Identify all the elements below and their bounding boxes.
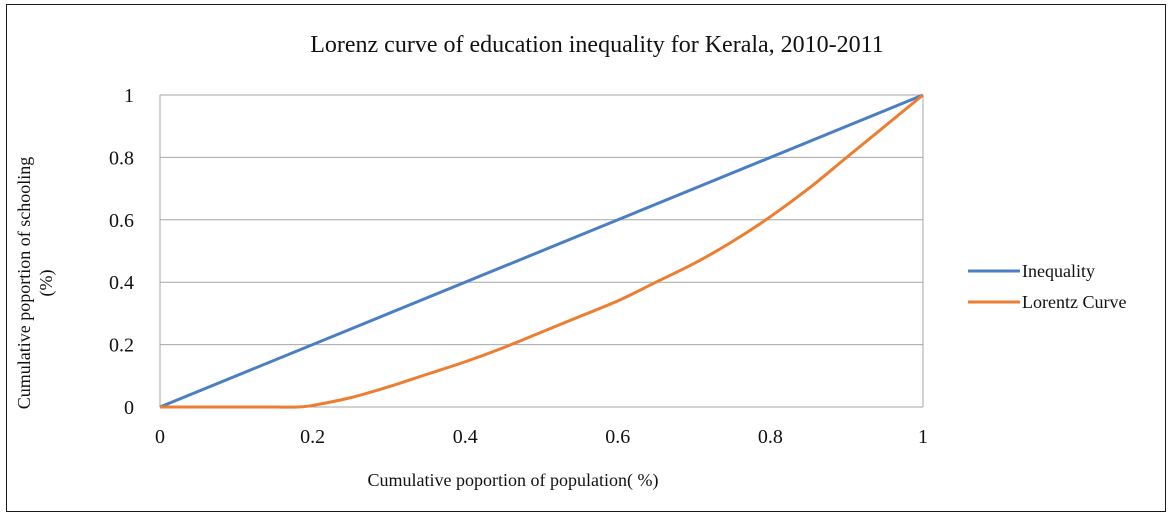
legend-label: Lorentz Curve (1022, 292, 1126, 312)
legend: Inequality Lorentz Curve (968, 261, 1126, 312)
y-tick-label: 0.2 (109, 335, 134, 357)
series-lines (159, 93, 924, 409)
y-axis-label-unit: (%) (36, 270, 57, 297)
chart-title: Lorenz curve of education inequality for… (310, 32, 884, 58)
y-axis-label: Cumulative poportion of schooling (14, 157, 34, 409)
x-axis-label: Cumulative poportion of population( %) (368, 470, 659, 491)
x-tick-label: 1 (918, 426, 928, 448)
series-line-lorentz-curve (159, 93, 924, 409)
y-tick-label: 0.6 (109, 210, 134, 232)
series-line-inequality (159, 93, 924, 409)
x-tick-label: 0.4 (453, 426, 478, 448)
y-tick-label: 0.8 (109, 147, 134, 169)
x-tick-label: 0 (155, 426, 165, 448)
y-tick-label: 0 (124, 397, 134, 419)
chart-frame (6, 4, 1166, 512)
axis-ticks: 0 0.2 0.4 0.6 0.8 1 0 0.2 0.4 0.6 0.8 1 (109, 85, 928, 448)
x-tick-label: 0.8 (758, 426, 783, 448)
y-tick-label: 0.4 (109, 272, 134, 294)
legend-label: Inequality (1022, 261, 1095, 281)
x-tick-label: 0.6 (605, 426, 630, 448)
x-tick-label: 0.2 (300, 426, 325, 448)
y-tick-label: 1 (124, 85, 134, 107)
